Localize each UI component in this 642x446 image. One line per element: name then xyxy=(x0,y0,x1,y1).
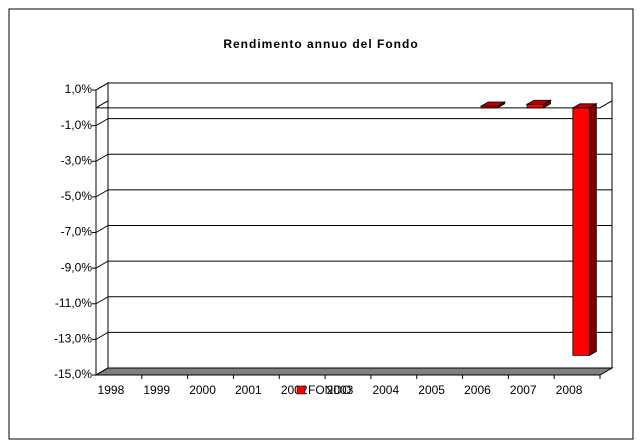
grid-line xyxy=(95,189,109,198)
chart-title: Rendimento annuo del Fondo xyxy=(223,37,418,51)
bar-top xyxy=(525,99,553,105)
y-tick-label: -7,0% xyxy=(61,225,93,239)
bar-front xyxy=(526,103,544,109)
x-tick-label: 2006 xyxy=(464,383,491,397)
x-tick-label: 1999 xyxy=(143,383,170,397)
x-tick-label: 2007 xyxy=(510,383,537,397)
legend-label: FONDO xyxy=(308,383,351,397)
x-tick-label: 2001 xyxy=(235,383,262,397)
x-tick-label: 2000 xyxy=(189,383,216,397)
bar-top xyxy=(479,101,507,107)
y-tick-label: -15,0% xyxy=(54,367,92,381)
grid-line xyxy=(95,260,109,269)
legend-swatch xyxy=(296,385,306,395)
y-tick-label: 1,0% xyxy=(65,82,93,96)
grid-line xyxy=(95,331,109,340)
x-tick-label: 2005 xyxy=(418,383,445,397)
zero-line xyxy=(95,100,109,109)
bar-top xyxy=(571,103,598,109)
floor xyxy=(94,367,614,376)
y-tick-label: -13,0% xyxy=(54,332,92,346)
y-tick-label: -9,0% xyxy=(61,260,93,274)
bar-side xyxy=(588,103,597,357)
bar xyxy=(479,101,507,109)
bar xyxy=(525,99,553,109)
bar xyxy=(571,103,598,357)
zero-line xyxy=(599,100,613,109)
y-tick-label: -11,0% xyxy=(55,296,92,310)
bar-front xyxy=(572,107,590,356)
x-tick-label: 2004 xyxy=(372,383,399,397)
y-tick-label: -3,0% xyxy=(61,153,93,167)
grid-line xyxy=(95,153,109,162)
x-tick-label: 2008 xyxy=(556,383,583,397)
grid-line xyxy=(95,296,109,305)
x-tick-label: 1998 xyxy=(98,383,125,397)
y-tick-label: -1,0% xyxy=(61,118,93,132)
grid-line xyxy=(95,225,109,233)
grid-line xyxy=(95,118,109,127)
x-tick-label: 2003 xyxy=(327,383,354,397)
grid-line xyxy=(95,82,109,91)
grid-line xyxy=(95,367,109,376)
y-tick-label: -5,0% xyxy=(61,189,93,203)
